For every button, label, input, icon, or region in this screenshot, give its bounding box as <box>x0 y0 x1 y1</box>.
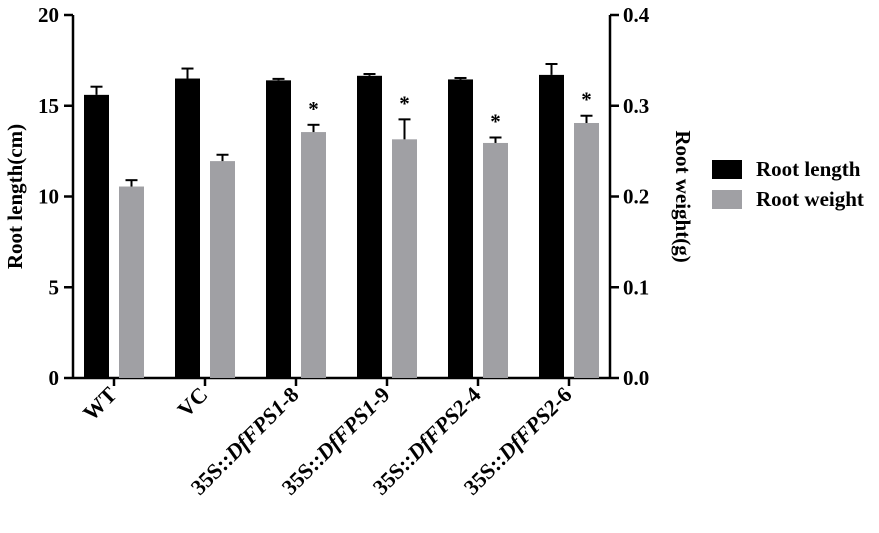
bar-root-weight <box>483 142 508 378</box>
x-tick-label: VC <box>172 382 212 422</box>
left-tick-label: 5 <box>49 275 60 299</box>
legend-swatch-root-length <box>712 159 742 179</box>
legend-item-root-weight: Root weight <box>712 184 864 214</box>
right-tick-label: 0.3 <box>623 94 649 118</box>
left-tick-label: 0 <box>49 366 60 390</box>
legend-swatch-root-weight <box>712 189 742 209</box>
left-tick-label: 10 <box>38 185 59 209</box>
legend-label-root-weight: Root weight <box>756 186 864 211</box>
right-axis-title: Root weight(g) <box>671 130 695 262</box>
right-tick-label: 0.1 <box>623 275 649 299</box>
bar-root-length <box>448 79 473 379</box>
bar-root-length <box>539 74 564 379</box>
bar-root-weight <box>210 161 235 378</box>
significance-mark: * <box>399 91 410 115</box>
right-tick-label: 0.0 <box>623 366 649 390</box>
significance-mark: * <box>490 110 501 134</box>
x-tick-label: WT <box>78 382 122 426</box>
legend-item-root-length: Root length <box>712 154 864 184</box>
left-axis-title: Root length(cm) <box>3 124 27 269</box>
bar-root-weight <box>392 139 417 378</box>
left-tick-label: 20 <box>38 3 59 27</box>
bar-root-weight <box>119 186 144 378</box>
legend: Root length Root weight <box>712 154 864 214</box>
bar-root-length <box>84 94 109 379</box>
bar-root-length <box>175 78 200 379</box>
right-tick-label: 0.4 <box>623 3 650 27</box>
bar-root-length <box>266 80 291 378</box>
bar-root-weight <box>301 132 326 378</box>
bar-root-weight <box>574 122 599 379</box>
left-tick-label: 15 <box>38 94 59 118</box>
significance-mark: * <box>308 97 319 121</box>
bar-root-length <box>357 75 382 379</box>
legend-label-root-length: Root length <box>756 156 861 181</box>
significance-mark: * <box>581 88 592 112</box>
right-tick-label: 0.2 <box>623 185 649 209</box>
